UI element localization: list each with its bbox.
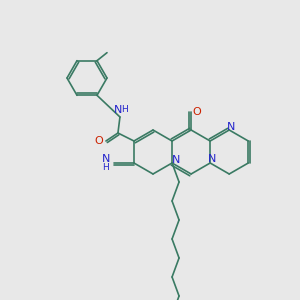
Text: N: N [114, 105, 122, 115]
Text: H: H [103, 164, 109, 172]
Text: O: O [94, 136, 103, 146]
Text: H: H [122, 106, 128, 115]
Text: N: N [102, 154, 110, 164]
Text: N: N [172, 155, 180, 165]
Text: N: N [208, 154, 216, 164]
Text: O: O [193, 107, 202, 117]
Text: N: N [227, 122, 236, 132]
